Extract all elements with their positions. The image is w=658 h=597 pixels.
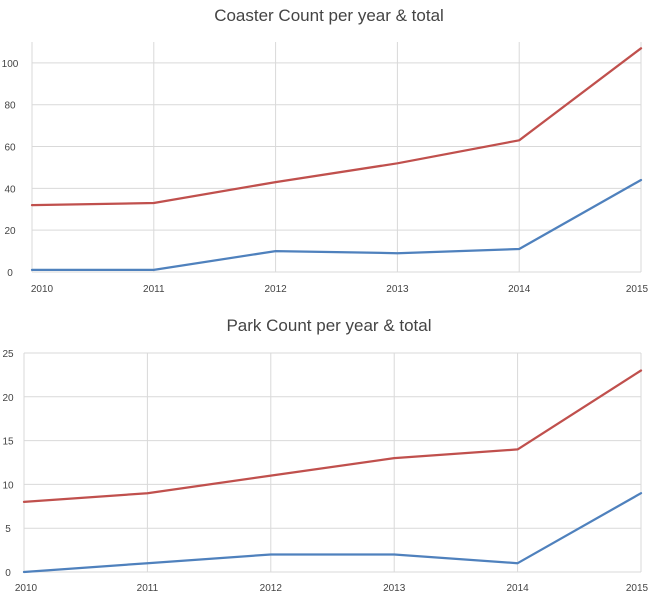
y-tick-label: 40 (4, 184, 16, 195)
series-line-1 (22, 492, 643, 574)
x-tick-label: 2012 (264, 284, 287, 295)
y-tick-label: 15 (2, 437, 14, 448)
coaster-count-chart: Coaster Count per year & total 0 20 40 60 80… (2, 6, 649, 295)
chart-title: Park Count per year & total (226, 316, 432, 335)
y-tick-label: 100 (2, 59, 19, 70)
y-tick-label: 20 (2, 393, 14, 404)
y-tick-label: 0 (7, 268, 13, 279)
y-tick-label: 20 (4, 226, 16, 237)
series-line-2 (22, 369, 643, 504)
series-line-2 (30, 47, 643, 207)
y-tick-label: 60 (4, 143, 16, 154)
x-tick-label: 2013 (383, 583, 406, 594)
series-line-1 (30, 178, 643, 272)
y-tick-label: 5 (5, 524, 11, 535)
park-count-plot: 0 5 10 15 20 25 2010 2011 2012 2013 2014 2015 (2, 349, 649, 594)
y-tick-label: 0 (5, 568, 11, 579)
park-count-chart: Park Count per year & total 0 5 10 15 20 25 20… (0, 305, 658, 597)
chart-title: Coaster Count per year & total (214, 6, 444, 25)
x-tick-label: 2015 (626, 284, 649, 295)
x-tick-label: 2013 (386, 284, 409, 295)
x-tick-label: 2012 (260, 583, 283, 594)
x-tick-label: 2011 (143, 284, 165, 295)
y-tick-label: 80 (4, 101, 16, 112)
x-tick-label: 2015 (626, 583, 649, 594)
y-tick-label: 25 (2, 349, 14, 360)
x-tick-label: 2014 (508, 284, 531, 295)
y-tick-label: 10 (2, 480, 14, 491)
x-tick-label: 2010 (15, 583, 38, 594)
coaster-count-plot: 0 20 40 60 80 100 2010 2011 2012 2013 2014 2015 (2, 42, 649, 295)
x-tick-label: 2010 (31, 284, 54, 295)
x-tick-label: 2011 (137, 583, 159, 594)
x-tick-label: 2014 (506, 583, 529, 594)
